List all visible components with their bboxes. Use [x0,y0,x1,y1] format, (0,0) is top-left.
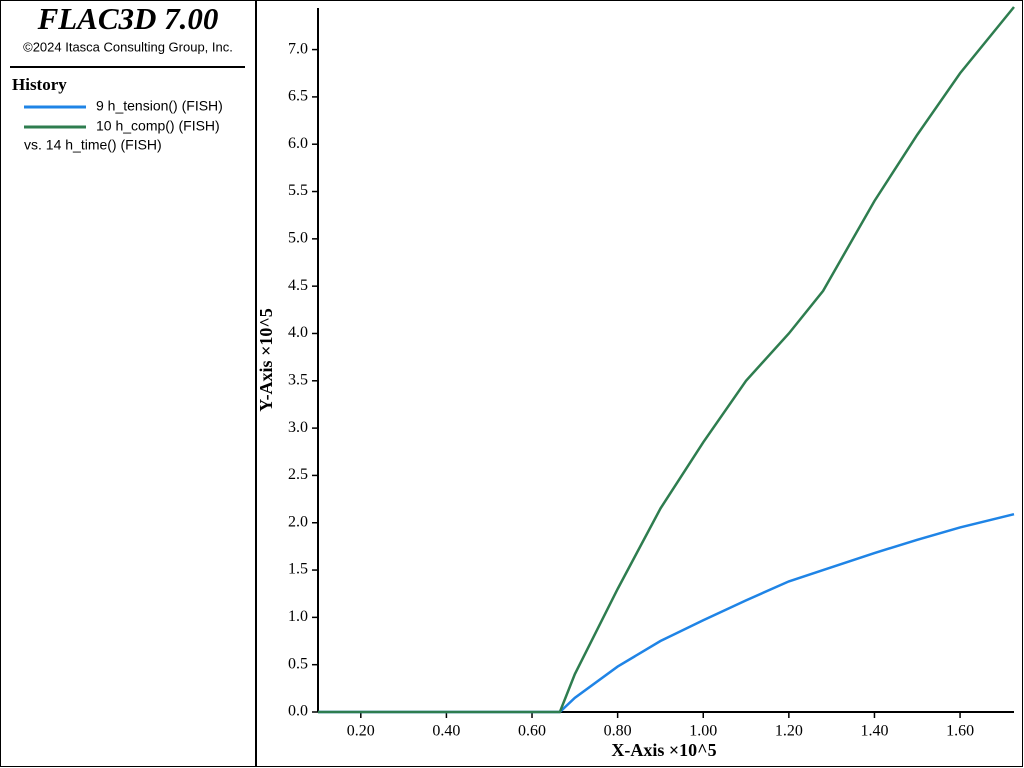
legend-title: History [12,75,67,94]
x-series-label: vs. 14 h_time() (FISH) [24,137,162,153]
y-tick-label: 4.5 [288,277,308,294]
y-axis-label: Y-Axis ×10^5 [256,308,276,412]
series-line [318,6,1015,714]
y-tick-label: 5.0 [288,230,308,247]
app-title: FLAC3D 7.00 [37,1,219,36]
x-axis-label: X-Axis ×10^5 [611,740,716,760]
legend-label: 10 h_comp() (FISH) [96,118,220,134]
x-tick-label: 0.60 [518,723,546,740]
x-tick-label: 0.80 [604,723,632,740]
x-tick-label: 1.00 [689,723,717,740]
legend-label: 9 h_tension() (FISH) [96,98,223,114]
x-tick-label: 0.20 [347,723,375,740]
y-tick-label: 0.0 [288,703,308,720]
y-tick-label: 7.0 [288,40,308,57]
y-tick-label: 6.0 [288,135,308,152]
y-tick-label: 0.5 [288,655,308,672]
copyright: ©2024 Itasca Consulting Group, Inc. [23,39,233,54]
y-tick-label: 2.5 [288,466,308,483]
series-line [318,513,1015,714]
y-tick-label: 3.5 [288,371,308,388]
x-tick-label: 1.60 [946,723,974,740]
x-tick-label: 0.40 [432,723,460,740]
y-tick-label: 1.0 [288,608,308,625]
y-tick-label: 6.5 [288,88,308,105]
y-tick-label: 1.5 [288,561,308,578]
y-tick-label: 5.5 [288,182,308,199]
y-tick-label: 3.0 [288,419,308,436]
x-tick-label: 1.40 [860,723,888,740]
y-tick-label: 4.0 [288,324,308,341]
x-tick-label: 1.20 [775,723,803,740]
y-tick-label: 2.0 [288,513,308,530]
